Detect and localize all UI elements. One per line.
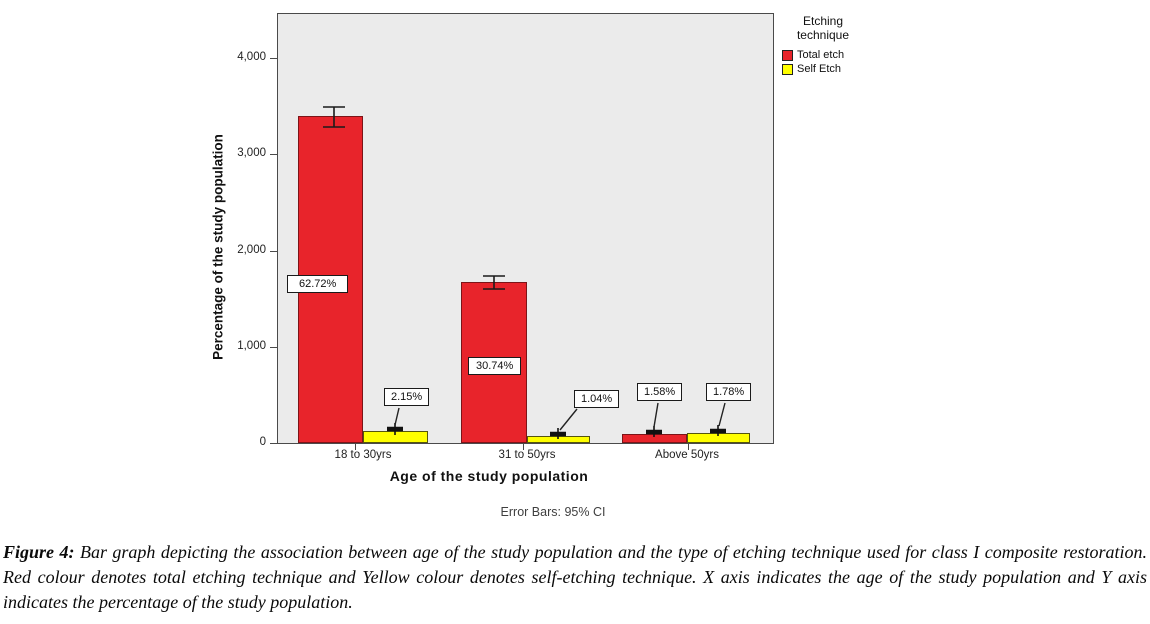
x-category-label-above50: Above 50yrs [655, 449, 719, 461]
y-tick-mark-1000 [270, 347, 277, 348]
bar-self-etch-above50 [687, 433, 750, 443]
x-axis-title: Age of the study population [389, 468, 589, 484]
legend-item-self-etch: Self Etch [782, 63, 864, 75]
bar-self-etch-31to50 [527, 436, 590, 443]
value-label-self-etch-above50: 1.78% [706, 383, 752, 401]
legend-label-total-etch: Total etch [797, 49, 845, 61]
y-tick-mark-3000 [270, 154, 277, 155]
legend-title: Etching technique [796, 14, 850, 42]
bar-self-etch-18to30 [363, 431, 428, 443]
y-tick-label-4000: 4,000 [237, 51, 266, 63]
plot-area: 62.72% 30.74% 2.15% 1.04% 1.58% 1.78% [277, 13, 774, 444]
y-tick-mark-4000 [270, 58, 277, 59]
legend-item-total-etch: Total etch [782, 49, 864, 61]
value-label-total-etch-above50: 1.58% [637, 383, 683, 401]
y-tick-label-1000: 1,000 [237, 340, 266, 352]
x-category-label-18to30: 18 to 30yrs [334, 449, 392, 461]
value-label-self-etch-31to50: 1.04% [574, 390, 620, 408]
y-tick-mark-2000 [270, 251, 277, 252]
self-etch-swatch-icon [782, 63, 793, 75]
x-tick-mark-31to50 [523, 444, 524, 450]
y-tick-label-3000: 3,000 [237, 147, 266, 159]
y-tick-label-0: 0 [259, 436, 266, 448]
value-label-total-etch-18to30: 62.72% [287, 275, 349, 293]
callout-leader-lines [394, 402, 726, 431]
x-tick-mark-18to30 [355, 444, 356, 450]
figure-caption: Figure 4: Bar graph depicting the associ… [3, 540, 1147, 615]
error-bars-footnote: Error Bars: 95% CI [500, 505, 606, 519]
x-tick-mark-above50 [688, 444, 689, 450]
figure-caption-text: Bar graph depicting the association betw… [3, 542, 1147, 612]
bar-total-etch-above50 [622, 434, 687, 443]
figure-caption-label: Figure 4: [3, 542, 75, 562]
legend-label-self-etch: Self Etch [797, 63, 842, 75]
value-label-total-etch-31to50: 30.74% [468, 357, 522, 375]
x-category-label-31to50: 31 to 50yrs [498, 449, 556, 461]
y-tick-label-2000: 2,000 [237, 244, 266, 256]
legend: Etching technique Total etch Self Etch [782, 14, 864, 77]
y-tick-mark-0 [270, 443, 277, 444]
total-etch-swatch-icon [782, 49, 793, 61]
value-label-self-etch-18to30: 2.15% [384, 388, 430, 406]
